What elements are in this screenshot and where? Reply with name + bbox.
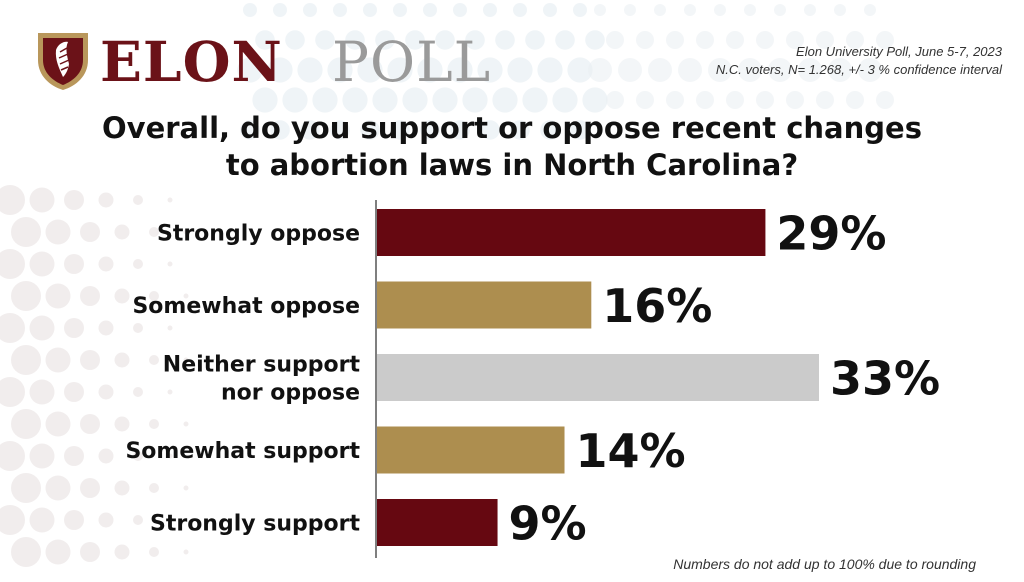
- bar: [377, 499, 498, 546]
- logo-text-elon: ELON: [100, 29, 283, 94]
- source-line-dates: Elon University Poll, June 5-7, 2023: [796, 44, 1002, 59]
- source-line-sample: N.C. voters, N= 1.268, +/- 3 % confidenc…: [715, 62, 1002, 77]
- title-line-2: to abortion laws in North Carolina?: [225, 148, 799, 182]
- category-label: Somewhat support: [125, 439, 360, 464]
- bar: [377, 354, 819, 401]
- value-label: 33%: [830, 352, 940, 406]
- category-label: Somewhat oppose: [132, 294, 360, 319]
- rounding-note: Numbers do not add up to 100% due to rou…: [673, 556, 976, 572]
- chart-title: Overall, do you support or oppose recent…: [0, 110, 1024, 184]
- category-label: Strongly oppose: [157, 222, 360, 247]
- value-label: 16%: [602, 279, 712, 333]
- poll-source: Elon University Poll, June 5-7, 2023 N.C…: [716, 43, 1002, 79]
- elon-poll-logo: ELON POLL: [34, 30, 514, 92]
- logo-text-poll: POLL: [332, 30, 492, 94]
- bar: [377, 426, 565, 474]
- value-label: 9%: [509, 497, 587, 551]
- elon-shield-icon: [38, 33, 88, 90]
- category-label: Strongly support: [150, 512, 360, 537]
- category-label: nor oppose: [221, 381, 360, 406]
- value-label: 29%: [776, 207, 886, 261]
- bar: [377, 281, 592, 329]
- category-label: Neither support: [163, 353, 361, 378]
- bar: [377, 209, 766, 256]
- title-line-1: Overall, do you support or oppose recent…: [102, 111, 922, 145]
- value-label: 14%: [576, 424, 686, 478]
